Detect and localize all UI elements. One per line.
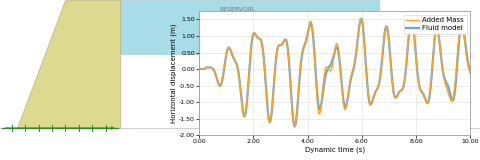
Fluid model: [468, 72, 473, 74]
X-axis label: Dynamic time (s): Dynamic time (s): [305, 146, 365, 153]
Bar: [120, 0, 379, 54]
Added Mass: [196, 68, 202, 70]
Line: Fluid model: Fluid model: [199, 18, 470, 126]
Fluid model: [433, 29, 439, 31]
Fluid model: [196, 68, 202, 70]
Added Mass: [312, 64, 318, 66]
Added Mass: [462, 45, 468, 47]
Polygon shape: [17, 0, 120, 128]
Added Mass: [243, 107, 249, 109]
Added Mass: [292, 125, 298, 127]
Fluid model: [312, 61, 318, 63]
Added Mass: [408, 17, 414, 19]
Fluid model: [408, 17, 414, 19]
Fluid model: [462, 42, 468, 44]
Added Mass: [433, 27, 439, 29]
Text: RESERVOIR: RESERVOIR: [219, 7, 254, 12]
Added Mass: [300, 48, 306, 50]
Legend: Added Mass, Fluid model: Added Mass, Fluid model: [404, 15, 467, 34]
Fluid model: [227, 48, 233, 50]
Y-axis label: Horizontal displacement (m): Horizontal displacement (m): [170, 24, 177, 123]
Added Mass: [227, 48, 233, 50]
Fluid model: [300, 48, 306, 50]
Added Mass: [468, 72, 473, 74]
Line: Added Mass: Added Mass: [199, 18, 470, 126]
Fluid model: [243, 108, 249, 110]
Fluid model: [292, 125, 298, 127]
